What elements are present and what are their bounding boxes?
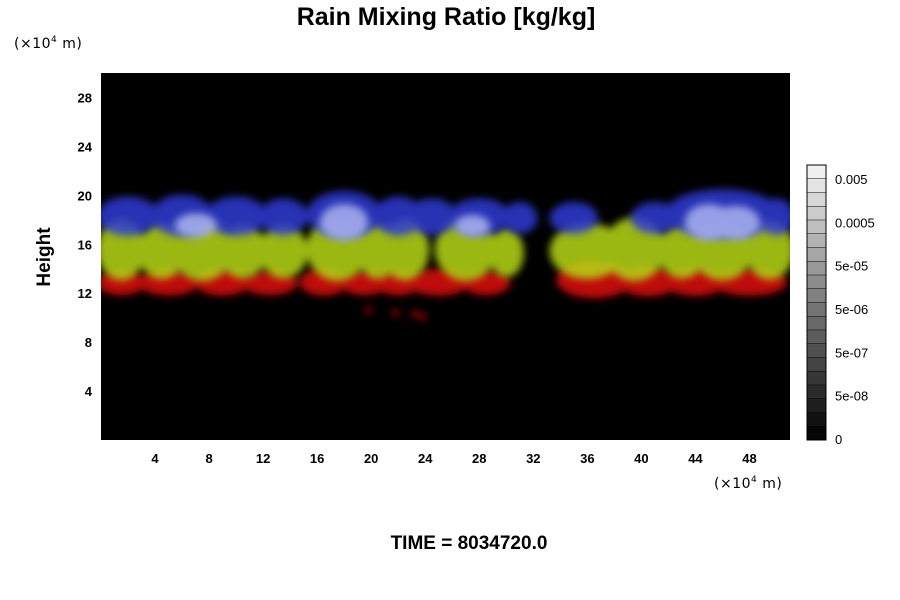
colorbar-swatch — [807, 233, 826, 248]
colorbar-tick-label: 5e-07 — [835, 345, 868, 360]
data-layers — [101, 189, 790, 320]
colorbar-swatch — [807, 220, 826, 235]
layer-upper-cell — [549, 202, 599, 234]
colorbar-tick-label: 0 — [835, 432, 842, 447]
colorbar-swatch — [807, 288, 826, 303]
colorbar-swatch — [807, 192, 826, 207]
layer-upper-cell — [502, 202, 538, 234]
chart-title: Rain Mixing Ratio [kg/kg] — [297, 3, 596, 31]
y-tick-label: 12 — [78, 286, 92, 301]
layer-mid-cell — [259, 224, 308, 279]
layer-peak-cell — [455, 214, 491, 237]
layer-mid-cell — [488, 228, 524, 278]
colorbar-swatch — [807, 275, 826, 290]
x-axis-unit: (×104 m) — [714, 475, 782, 492]
x-tick-label: 48 — [742, 451, 756, 466]
x-tick-label: 44 — [688, 451, 703, 466]
x-tick-label: 28 — [472, 451, 486, 466]
layer-low-speck — [418, 313, 427, 320]
y-tick-label: 8 — [85, 335, 92, 350]
x-axis-ticks: 4 8 12 16 20 24 28 32 36 40 44 48 — [151, 451, 756, 466]
time-label: TIME = 8034720.0 — [391, 533, 548, 554]
y-tick-label: 24 — [78, 139, 93, 154]
y-axis-ticks: 4 8 12 16 20 24 28 — [78, 90, 93, 399]
layer-upper-cell — [407, 198, 457, 236]
layer-upper-cell — [758, 198, 790, 236]
y-tick-label: 28 — [78, 90, 92, 105]
colorbar-tick-label: 5e-05 — [835, 259, 868, 274]
colorbar-swatch — [807, 247, 826, 262]
x-tick-label: 16 — [310, 451, 324, 466]
colorbar-swatch — [807, 206, 826, 221]
y-tick-label: 16 — [78, 237, 92, 252]
layer-peak-cell — [174, 213, 217, 238]
colorbar-swatch — [807, 330, 826, 345]
colorbar-swatch — [807, 261, 826, 276]
x-tick-label: 20 — [364, 451, 378, 466]
colorbar-swatch — [807, 178, 826, 193]
colorbar-swatch — [807, 302, 826, 317]
colorbar — [806, 164, 827, 441]
colorbar-tick-label: 5e-08 — [835, 389, 868, 404]
x-tick-label: 36 — [580, 451, 594, 466]
layer-mid-cell — [218, 224, 268, 279]
colorbar-swatch — [807, 343, 826, 358]
layer-low-speck — [391, 309, 400, 316]
colorbar-labels: 0.005 0.0005 5e-05 5e-06 5e-07 5e-08 0 — [835, 172, 875, 447]
colorbar-swatch — [807, 357, 826, 372]
colorbar-swatch — [807, 316, 826, 331]
layer-upper-cell — [205, 196, 268, 236]
layer-upper-cell — [259, 198, 308, 236]
layer-peak-cell — [319, 203, 369, 241]
colorbar-swatch — [807, 371, 826, 386]
layer-mid-cell — [745, 221, 790, 280]
layer-upper-cell — [101, 196, 160, 236]
y-axis-unit: (×104 m) — [14, 35, 82, 52]
x-tick-label: 8 — [205, 451, 212, 466]
layer-peak — [174, 203, 761, 241]
x-tick-label: 12 — [256, 451, 270, 466]
colorbar-swatch — [807, 165, 826, 180]
layer-peak-cell — [711, 205, 761, 240]
y-tick-label: 4 — [85, 384, 93, 399]
colorbar-swatch — [807, 385, 826, 400]
y-tick-label: 20 — [78, 188, 92, 203]
colorbar-frame — [806, 164, 827, 441]
colorbar-tick-label: 0.0005 — [835, 215, 875, 230]
layer-upper-cell — [373, 196, 423, 236]
colorbar-tick-label: 0.005 — [835, 172, 868, 187]
y-axis-label: Height — [34, 227, 55, 287]
x-tick-label: 4 — [151, 451, 159, 466]
colorbar-swatch — [807, 398, 826, 413]
colorbar-tick-label: 5e-06 — [835, 302, 868, 317]
layer-low-speck — [364, 307, 373, 314]
x-tick-label: 32 — [526, 451, 540, 466]
x-tick-label: 40 — [634, 451, 648, 466]
layer-low-speck — [410, 310, 419, 317]
colorbar-swatch — [807, 426, 826, 441]
x-tick-label: 24 — [418, 451, 433, 466]
colorbar-swatch — [807, 412, 826, 427]
